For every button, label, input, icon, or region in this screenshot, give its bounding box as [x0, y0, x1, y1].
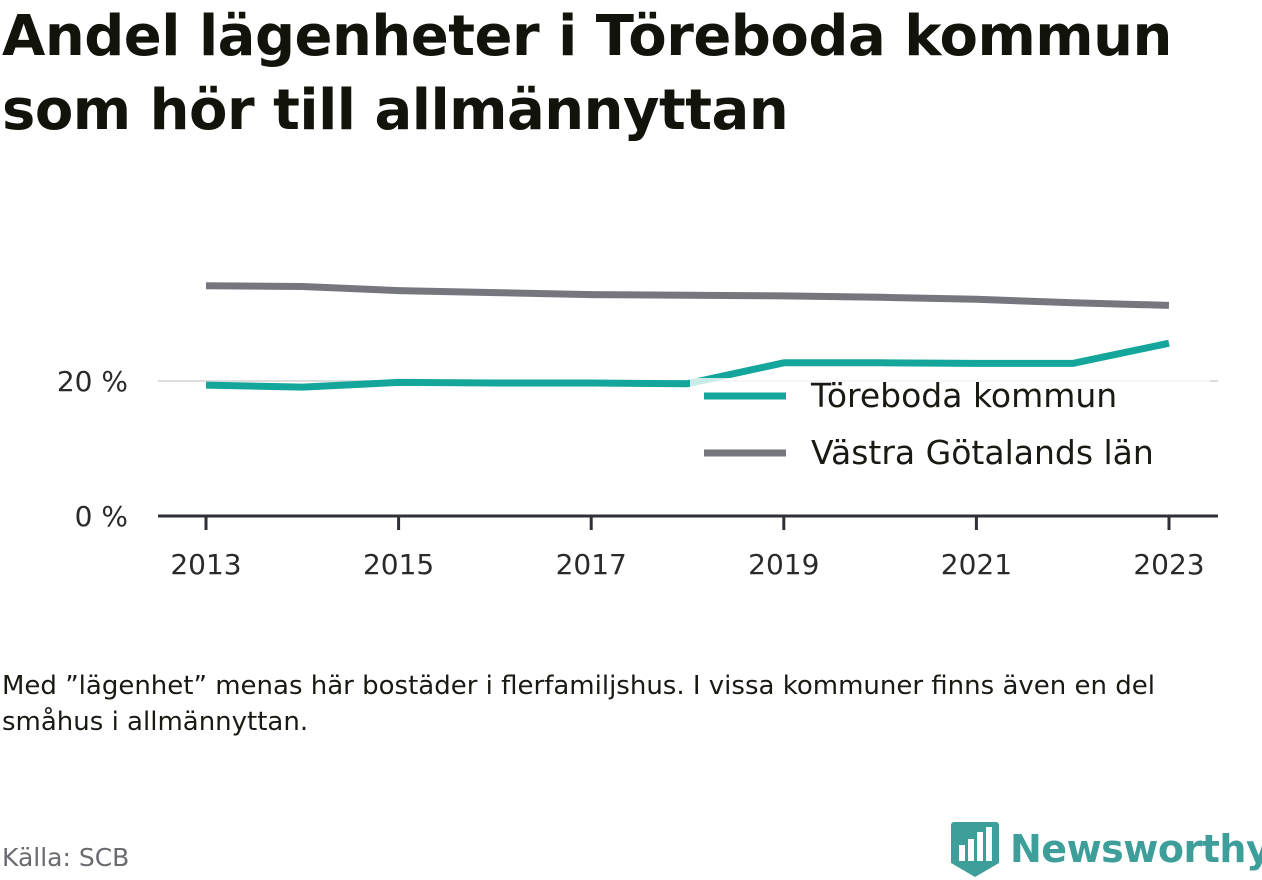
y-tick-label: 20 %: [57, 365, 128, 398]
x-tick-label: 2013: [170, 548, 241, 581]
brand-logo: Newsworthy: [950, 818, 1262, 880]
x-tick-label: 2019: [748, 548, 819, 581]
y-tick-label: 0 %: [75, 500, 128, 533]
series-line-vastra-gotalands-lan: [205, 282, 1170, 309]
legend-label: Västra Götalands län: [811, 433, 1154, 472]
series-lines: [205, 282, 1170, 391]
chart-title: Andel lägenheter i Töreboda kommun som h…: [2, 4, 1172, 143]
legend: Töreboda kommun Västra Götalands län: [690, 376, 1210, 480]
x-tick-label: 2023: [1133, 548, 1204, 581]
legend-label: Töreboda kommun: [810, 376, 1117, 415]
x-tick-label: 2015: [363, 548, 434, 581]
chart-note: Med ”lägenhet” menas här bostäder i fler…: [2, 671, 1155, 737]
brand-name: Newsworthy: [1010, 827, 1262, 871]
newsworthy-logo-icon: [951, 822, 999, 877]
x-tick-label: 2021: [941, 548, 1012, 581]
axes: 0 % 20 % 2013 2015 2017 2019 2021 2023: [57, 365, 1218, 581]
source-label: Källa: SCB: [2, 843, 130, 872]
x-tick-label: 2017: [556, 548, 627, 581]
series-line-toreboda-kommun: [205, 339, 1170, 391]
